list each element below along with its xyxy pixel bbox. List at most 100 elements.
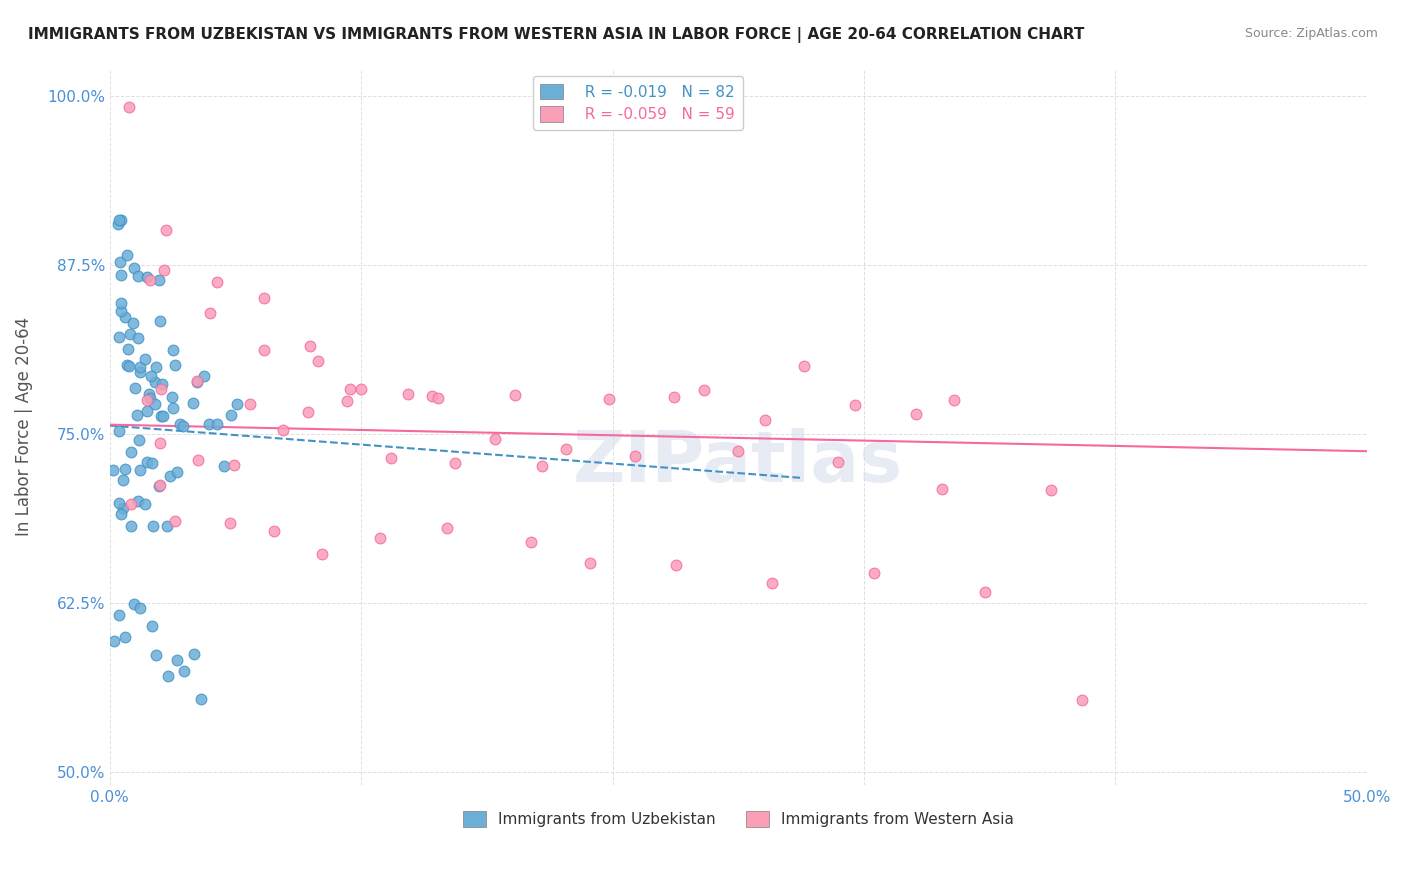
Point	[118, 326, 141, 341]
Point	[148, 479, 170, 493]
Point	[156, 669, 179, 683]
Point	[368, 531, 391, 545]
Point	[134, 497, 156, 511]
Point	[863, 566, 886, 581]
Point	[156, 519, 179, 533]
Point	[186, 375, 208, 389]
Point	[122, 597, 145, 611]
Point	[115, 248, 138, 262]
Point	[142, 518, 165, 533]
Point	[122, 260, 145, 275]
Point	[1039, 483, 1062, 498]
Point	[420, 389, 443, 403]
Point	[239, 397, 262, 411]
Point	[110, 507, 132, 521]
Point	[149, 478, 172, 492]
Point	[761, 576, 783, 591]
Point	[120, 518, 142, 533]
Point	[198, 305, 221, 319]
Point	[336, 394, 359, 409]
Point	[693, 383, 716, 397]
Point	[436, 521, 458, 535]
Point	[124, 381, 146, 395]
Point	[153, 263, 176, 277]
Point	[108, 329, 131, 343]
Point	[943, 393, 966, 408]
Point	[114, 630, 136, 644]
Point	[166, 653, 188, 667]
Point	[136, 455, 159, 469]
Point	[129, 359, 152, 374]
Point	[190, 692, 212, 706]
Point	[110, 303, 132, 318]
Point	[138, 387, 160, 401]
Point	[172, 418, 194, 433]
Point	[212, 458, 235, 473]
Point	[598, 392, 620, 407]
Point	[108, 607, 131, 622]
Point	[484, 432, 506, 446]
Point	[380, 450, 402, 465]
Point	[127, 331, 149, 345]
Point	[127, 494, 149, 508]
Point	[186, 374, 208, 388]
Point	[145, 648, 167, 663]
Point	[207, 276, 229, 290]
Point	[297, 405, 319, 419]
Point	[135, 269, 157, 284]
Point	[554, 442, 576, 457]
Point	[162, 390, 184, 404]
Point	[263, 524, 285, 538]
Point	[187, 452, 209, 467]
Point	[530, 458, 553, 473]
Point	[520, 534, 543, 549]
Point	[145, 359, 167, 374]
Point	[163, 514, 186, 528]
Point	[108, 424, 131, 438]
Point	[114, 462, 136, 476]
Point	[844, 398, 866, 412]
Point	[396, 387, 419, 401]
Point	[664, 390, 686, 404]
Point	[307, 353, 329, 368]
Point	[129, 601, 152, 615]
Point	[117, 342, 139, 356]
Point	[193, 369, 215, 384]
Point	[727, 444, 749, 458]
Point	[931, 482, 953, 496]
Legend: Immigrants from Uzbekistan, Immigrants from Western Asia: Immigrants from Uzbekistan, Immigrants f…	[456, 804, 1022, 835]
Point	[111, 473, 134, 487]
Point	[143, 375, 166, 389]
Point	[149, 314, 172, 328]
Point	[252, 291, 274, 305]
Point	[169, 417, 191, 431]
Point	[623, 449, 645, 463]
Point	[141, 456, 163, 470]
Point	[128, 433, 150, 447]
Point	[110, 212, 132, 227]
Point	[159, 468, 181, 483]
Point	[107, 212, 129, 227]
Point	[149, 409, 172, 423]
Point	[114, 310, 136, 324]
Point	[162, 401, 184, 415]
Point	[339, 382, 361, 396]
Point	[128, 463, 150, 477]
Point	[1070, 693, 1092, 707]
Point	[973, 585, 995, 599]
Point	[152, 409, 174, 424]
Point	[107, 217, 129, 231]
Point	[111, 500, 134, 515]
Point	[183, 647, 205, 661]
Point	[505, 388, 527, 402]
Point	[121, 316, 143, 330]
Text: Source: ZipAtlas.com: Source: ZipAtlas.com	[1244, 27, 1378, 40]
Point	[120, 497, 142, 511]
Point	[253, 343, 276, 357]
Text: ZIPatlas: ZIPatlas	[574, 428, 903, 497]
Point	[149, 435, 172, 450]
Point	[224, 458, 246, 472]
Point	[101, 463, 124, 477]
Point	[311, 547, 333, 561]
Point	[793, 359, 815, 374]
